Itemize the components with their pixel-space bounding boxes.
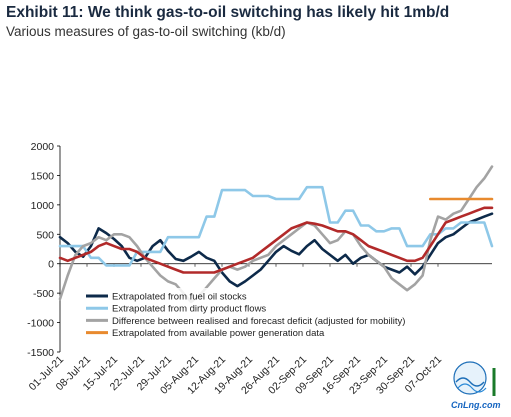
watermark-logo: CnLng.com [451,361,501,410]
series-lines [58,165,494,304]
legend-label: Extrapolated from dirty product flows [112,304,266,315]
legend-label: Difference between realised and forecast… [112,316,405,327]
chart-subtitle: Various measures of gas-to-oil switching… [6,24,286,39]
watermark-text: CnLng.com [451,400,501,410]
series-line-extrapolated-from-dirty-product-flows [58,185,494,267]
y-tick-label: 0 [48,259,54,271]
series-line-difference-between-realised-and-forecast [58,165,494,304]
legend: Extrapolated from fuel oil stocksExtrapo… [82,288,405,341]
legend-background [82,288,378,341]
legend-label: Extrapolated from available power genera… [112,328,325,339]
y-tick-label: -1000 [27,318,54,330]
y-tick-label: -500 [33,288,54,300]
chart-title: Exhibit 11: We think gas-to-oil switchin… [6,4,450,21]
y-tick-label: 500 [36,229,54,241]
y-tick-label: 1500 [31,170,55,182]
y-tick-label: 2000 [31,141,55,153]
y-tick-label: -1500 [27,347,54,359]
legend-label: Extrapolated from fuel oil stocks [112,292,247,303]
series-line-unlabeled [58,206,494,274]
y-tick-label: 1000 [31,200,55,212]
